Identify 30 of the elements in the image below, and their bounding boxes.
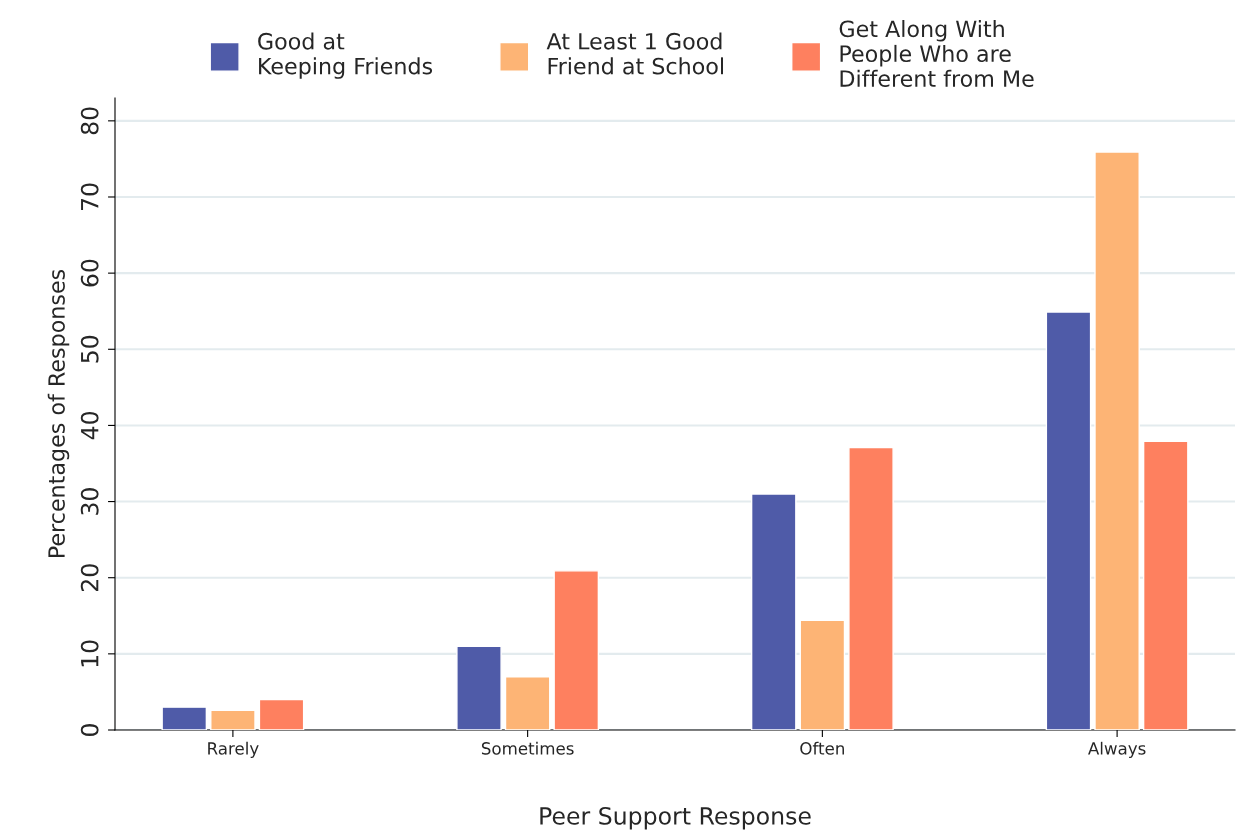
legend-label: Good at Keeping Friends — [258, 32, 433, 79]
bar — [750, 493, 797, 730]
bar — [848, 446, 894, 730]
bar — [161, 706, 208, 730]
bar — [456, 645, 502, 730]
bar — [799, 619, 846, 730]
y-tick-label: 80 — [80, 107, 99, 135]
legend-label: At Least 1 Good Friend at School — [546, 32, 723, 75]
y-tick-label: 30 — [80, 488, 99, 515]
bar — [1045, 311, 1092, 730]
y-tick-label: 0 — [80, 724, 99, 736]
bar — [1094, 151, 1140, 730]
x-tick-label: Rarely — [208, 741, 259, 758]
y-axis-title: Percentages of Responses — [47, 269, 70, 558]
legend-label: Get Along With People Who are Different from Me — [839, 20, 1034, 87]
x-tick-label: Always — [1088, 741, 1146, 758]
bar — [258, 698, 305, 730]
y-tick-label: 70 — [80, 183, 99, 211]
y-tick-label: 20 — [80, 564, 99, 591]
bar — [210, 709, 256, 730]
x-axis-title: Peer Support Response — [540, 806, 811, 830]
bar — [1142, 440, 1189, 730]
x-tick-label: Sometimes — [481, 741, 574, 755]
y-tick-label: 60 — [80, 259, 99, 287]
y-tick-label: 50 — [80, 335, 99, 363]
bar — [504, 676, 551, 730]
y-tick-label: 40 — [80, 411, 99, 440]
y-tick-label: 10 — [80, 640, 99, 667]
x-tick-label: Often — [800, 741, 844, 755]
bar — [553, 570, 600, 730]
